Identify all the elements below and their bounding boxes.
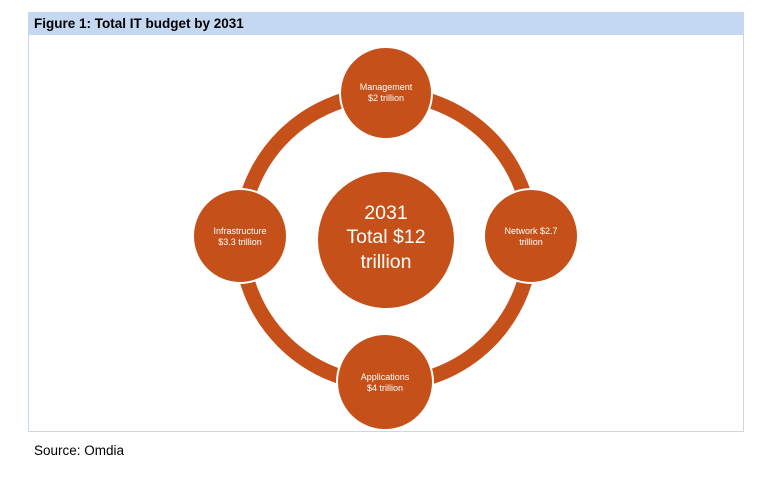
node-applications-line-2: $4 trillion [367, 383, 403, 393]
node-applications-line-1: Applications [361, 372, 410, 382]
node-infrastructure: Infrastructure $3.3 trillion [192, 188, 288, 284]
node-management-circle [339, 46, 433, 140]
node-management: Management $2 trillion [339, 46, 433, 140]
node-applications-circle [336, 333, 434, 431]
center-line-1: 2031 [364, 202, 407, 224]
node-infrastructure-circle [192, 188, 288, 284]
node-management-line-1: Management [360, 82, 413, 92]
node-network-line-1: Network $2.7 [504, 226, 557, 236]
center-circle [316, 170, 456, 310]
node-infrastructure-line-2: $3.3 trillion [218, 237, 262, 247]
figure-title: Figure 1: Total IT budget by 2031 [34, 16, 244, 31]
center-line-3: trillion [361, 251, 412, 273]
node-network: Network $2.7 trillion [483, 188, 579, 284]
figure-header: Figure 1: Total IT budget by 2031 [29, 13, 743, 35]
node-applications: Applications $4 trillion [336, 333, 434, 431]
node-infrastructure-line-1: Infrastructure [213, 226, 266, 236]
center-line-2: Total $12 [346, 226, 425, 248]
node-network-circle [483, 188, 579, 284]
source-note: Source: Omdia [34, 443, 125, 458]
node-management-line-2: $2 trillion [368, 93, 404, 103]
center-node: 2031 Total $12 trillion [316, 170, 456, 310]
node-network-line-2: trillion [519, 237, 543, 247]
